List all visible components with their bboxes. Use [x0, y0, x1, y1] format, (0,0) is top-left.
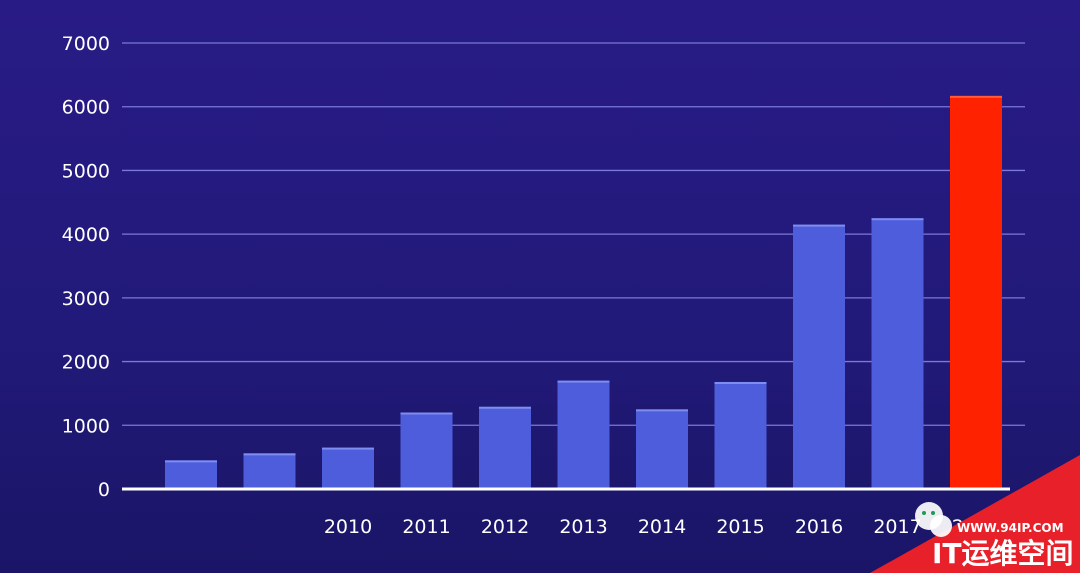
wechat-icon [915, 502, 952, 537]
bar [165, 460, 217, 489]
bar [400, 412, 453, 489]
bar [950, 95, 1002, 489]
x-tick-label: 2016 [795, 516, 843, 538]
bar [243, 453, 296, 489]
watermark-banner [870, 455, 1080, 573]
x-tick-label: 2013 [559, 516, 607, 538]
watermark: WWW.94IP.COM IT运维空间 [870, 455, 1080, 573]
y-tick-label: 3000 [62, 288, 110, 310]
y-tick-label: 0 [98, 479, 110, 501]
gridlines [122, 42, 1025, 426]
y-tick-label: 7000 [62, 33, 110, 55]
x-tick-label: 2011 [402, 516, 450, 538]
x-tick-label: 2012 [481, 516, 529, 538]
x-tick-label: 2014 [638, 516, 686, 538]
x-axis-ticks: 201020112012201320142015201620172018 [324, 516, 1000, 538]
x-tick-label: 2015 [716, 516, 764, 538]
y-tick-label: 6000 [62, 97, 110, 119]
bar [793, 224, 845, 490]
bar [714, 381, 767, 489]
x-tick-label: 2017 [873, 516, 921, 538]
watermark-name: IT运维空间 [932, 537, 1074, 570]
bar [871, 218, 924, 489]
bars [165, 95, 1002, 490]
y-tick-label: 4000 [62, 224, 110, 246]
bar [479, 406, 531, 489]
bar [636, 409, 688, 489]
y-axis-ticks: 0 1000 2000 3000 4000 5000 6000 7000 [62, 33, 110, 501]
y-tick-label: 5000 [62, 160, 110, 182]
bar [322, 447, 374, 489]
bar [557, 380, 610, 489]
y-tick-label: 2000 [62, 352, 110, 374]
watermark-url: WWW.94IP.COM [957, 521, 1064, 535]
y-tick-label: 1000 [62, 415, 110, 437]
x-tick-label: 2010 [324, 516, 372, 538]
